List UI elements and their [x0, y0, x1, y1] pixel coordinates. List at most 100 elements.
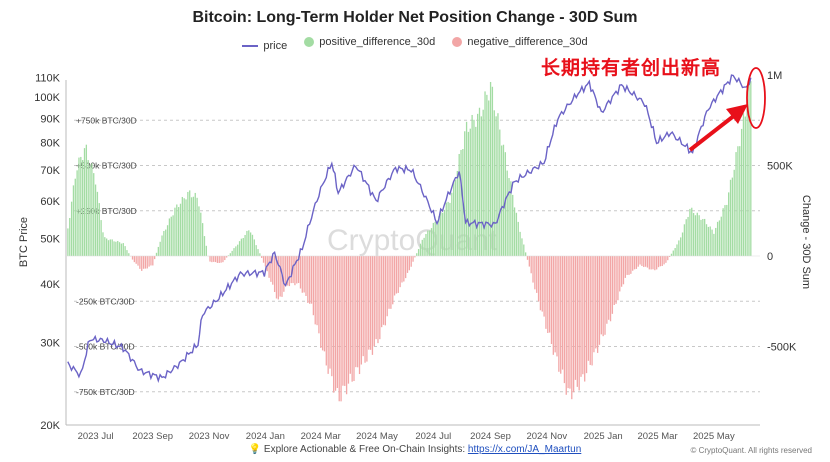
net-change-bar-40 — [139, 256, 141, 269]
net-change-bar-232 — [493, 110, 495, 256]
net-change-bar-281 — [584, 256, 586, 382]
net-change-bar-2 — [69, 218, 71, 256]
net-change-bar-354 — [718, 220, 721, 256]
net-change-bar-143 — [329, 256, 331, 369]
net-change-bar-168 — [375, 256, 377, 340]
net-change-bar-82 — [216, 256, 219, 263]
net-change-bar-70 — [194, 192, 196, 256]
net-change-bar-224 — [478, 107, 481, 256]
net-change-bar-247 — [521, 238, 523, 256]
net-change-bar-254 — [534, 256, 536, 290]
net-change-bar-120 — [286, 256, 289, 286]
net-change-bar-111 — [270, 256, 272, 282]
net-change-bar-190 — [416, 253, 418, 256]
net-change-bar-10 — [83, 148, 86, 256]
net-change-bar-198 — [430, 228, 433, 256]
net-change-bar-60 — [176, 204, 178, 256]
net-change-bar-270 — [563, 256, 566, 384]
net-change-bar-212 — [456, 170, 458, 256]
net-change-bar-343 — [698, 215, 700, 256]
net-change-bar-230 — [489, 81, 492, 256]
net-change-bar-316 — [648, 256, 650, 270]
net-change-bar-57 — [170, 216, 172, 256]
x-tick-8: 2024 Sep — [470, 431, 511, 442]
net-change-bar-9 — [82, 160, 84, 256]
reference-label-5: -500k BTC/30D — [76, 342, 135, 352]
net-change-bar-136 — [316, 256, 318, 326]
net-change-bar-161 — [362, 256, 364, 357]
reference-label-1: +750k BTC/30D — [76, 115, 137, 125]
net-change-bar-350 — [711, 229, 713, 256]
net-change-bar-122 — [290, 256, 292, 284]
net-change-bar-251 — [528, 256, 530, 267]
net-change-bar-250 — [526, 256, 529, 260]
net-change-bar-235 — [499, 129, 501, 256]
legend-item-price[interactable]: price — [242, 40, 287, 52]
net-change-bar-293 — [606, 256, 608, 324]
net-change-bar-306 — [630, 256, 632, 274]
net-change-bar-218 — [467, 131, 470, 256]
net-change-bar-336 — [685, 219, 687, 256]
net-change-bar-206 — [445, 202, 447, 256]
net-change-bar-49 — [155, 252, 158, 256]
x-tick-12: 2025 May — [693, 431, 735, 442]
net-change-bar-20 — [102, 232, 104, 256]
net-change-bar-145 — [333, 256, 335, 393]
net-change-bar-195 — [425, 233, 427, 256]
net-change-bar-71 — [196, 197, 198, 256]
legend-item-positive[interactable]: positive_difference_30d — [304, 36, 435, 48]
net-change-bar-4 — [72, 185, 75, 256]
net-change-bar-262 — [548, 256, 551, 333]
y-left-tick-10: 110K — [35, 73, 61, 85]
y-left-tick-2: 30K — [40, 337, 60, 349]
net-change-bar-99 — [248, 230, 250, 256]
net-change-bar-56 — [168, 218, 171, 256]
net-change-bar-276 — [574, 256, 577, 380]
net-change-bar-239 — [506, 170, 508, 256]
net-change-bar-30 — [120, 243, 123, 256]
net-change-bar-51 — [159, 241, 161, 256]
net-change-bar-366 — [740, 128, 743, 256]
net-change-bar-18 — [98, 203, 100, 256]
net-change-bar-169 — [377, 256, 379, 344]
net-change-bar-22 — [106, 238, 108, 256]
net-change-bar-335 — [683, 224, 686, 256]
net-change-bar-26 — [113, 241, 115, 256]
net-change-bar-360 — [729, 179, 732, 256]
net-change-bar-294 — [608, 256, 610, 320]
net-change-bar-6 — [76, 170, 78, 256]
net-change-bar-371 — [750, 81, 752, 256]
net-change-bar-231 — [491, 86, 494, 257]
net-change-bar-89 — [229, 253, 231, 256]
net-change-bar-54 — [165, 229, 167, 256]
net-change-bar-367 — [742, 113, 745, 256]
net-change-bar-355 — [720, 216, 722, 256]
net-change-bar-41 — [141, 256, 143, 271]
net-change-bar-44 — [146, 256, 148, 269]
footer-link[interactable]: https://x.com/JA_Maartun — [467, 444, 582, 455]
net-change-bar-172 — [382, 256, 385, 325]
net-change-bar-189 — [414, 256, 416, 258]
net-change-bar-236 — [500, 145, 503, 256]
net-change-bar-59 — [174, 207, 176, 256]
net-change-bar-296 — [611, 256, 614, 314]
net-change-bar-345 — [702, 218, 704, 256]
net-change-bar-175 — [388, 256, 390, 309]
net-change-bar-229 — [488, 100, 490, 256]
net-change-bar-330 — [674, 248, 676, 256]
footer: 💡 Explore Actionable & Free On-Chain Ins… — [0, 444, 830, 455]
legend-item-negative[interactable]: negative_difference_30d — [452, 36, 588, 48]
net-change-bar-263 — [550, 256, 553, 345]
net-change-bar-323 — [661, 256, 663, 267]
net-change-bar-106 — [261, 256, 263, 258]
net-change-bar-81 — [214, 256, 217, 263]
net-change-bar-38 — [135, 256, 137, 264]
net-change-bar-217 — [465, 121, 468, 256]
net-change-bar-11 — [85, 144, 88, 256]
net-change-bar-341 — [694, 215, 697, 256]
net-change-bar-317 — [650, 256, 652, 270]
net-change-bar-129 — [303, 256, 305, 293]
x-tick-7: 2024 Jul — [415, 431, 451, 442]
net-change-bar-334 — [681, 232, 684, 256]
net-change-bar-200 — [434, 221, 436, 256]
